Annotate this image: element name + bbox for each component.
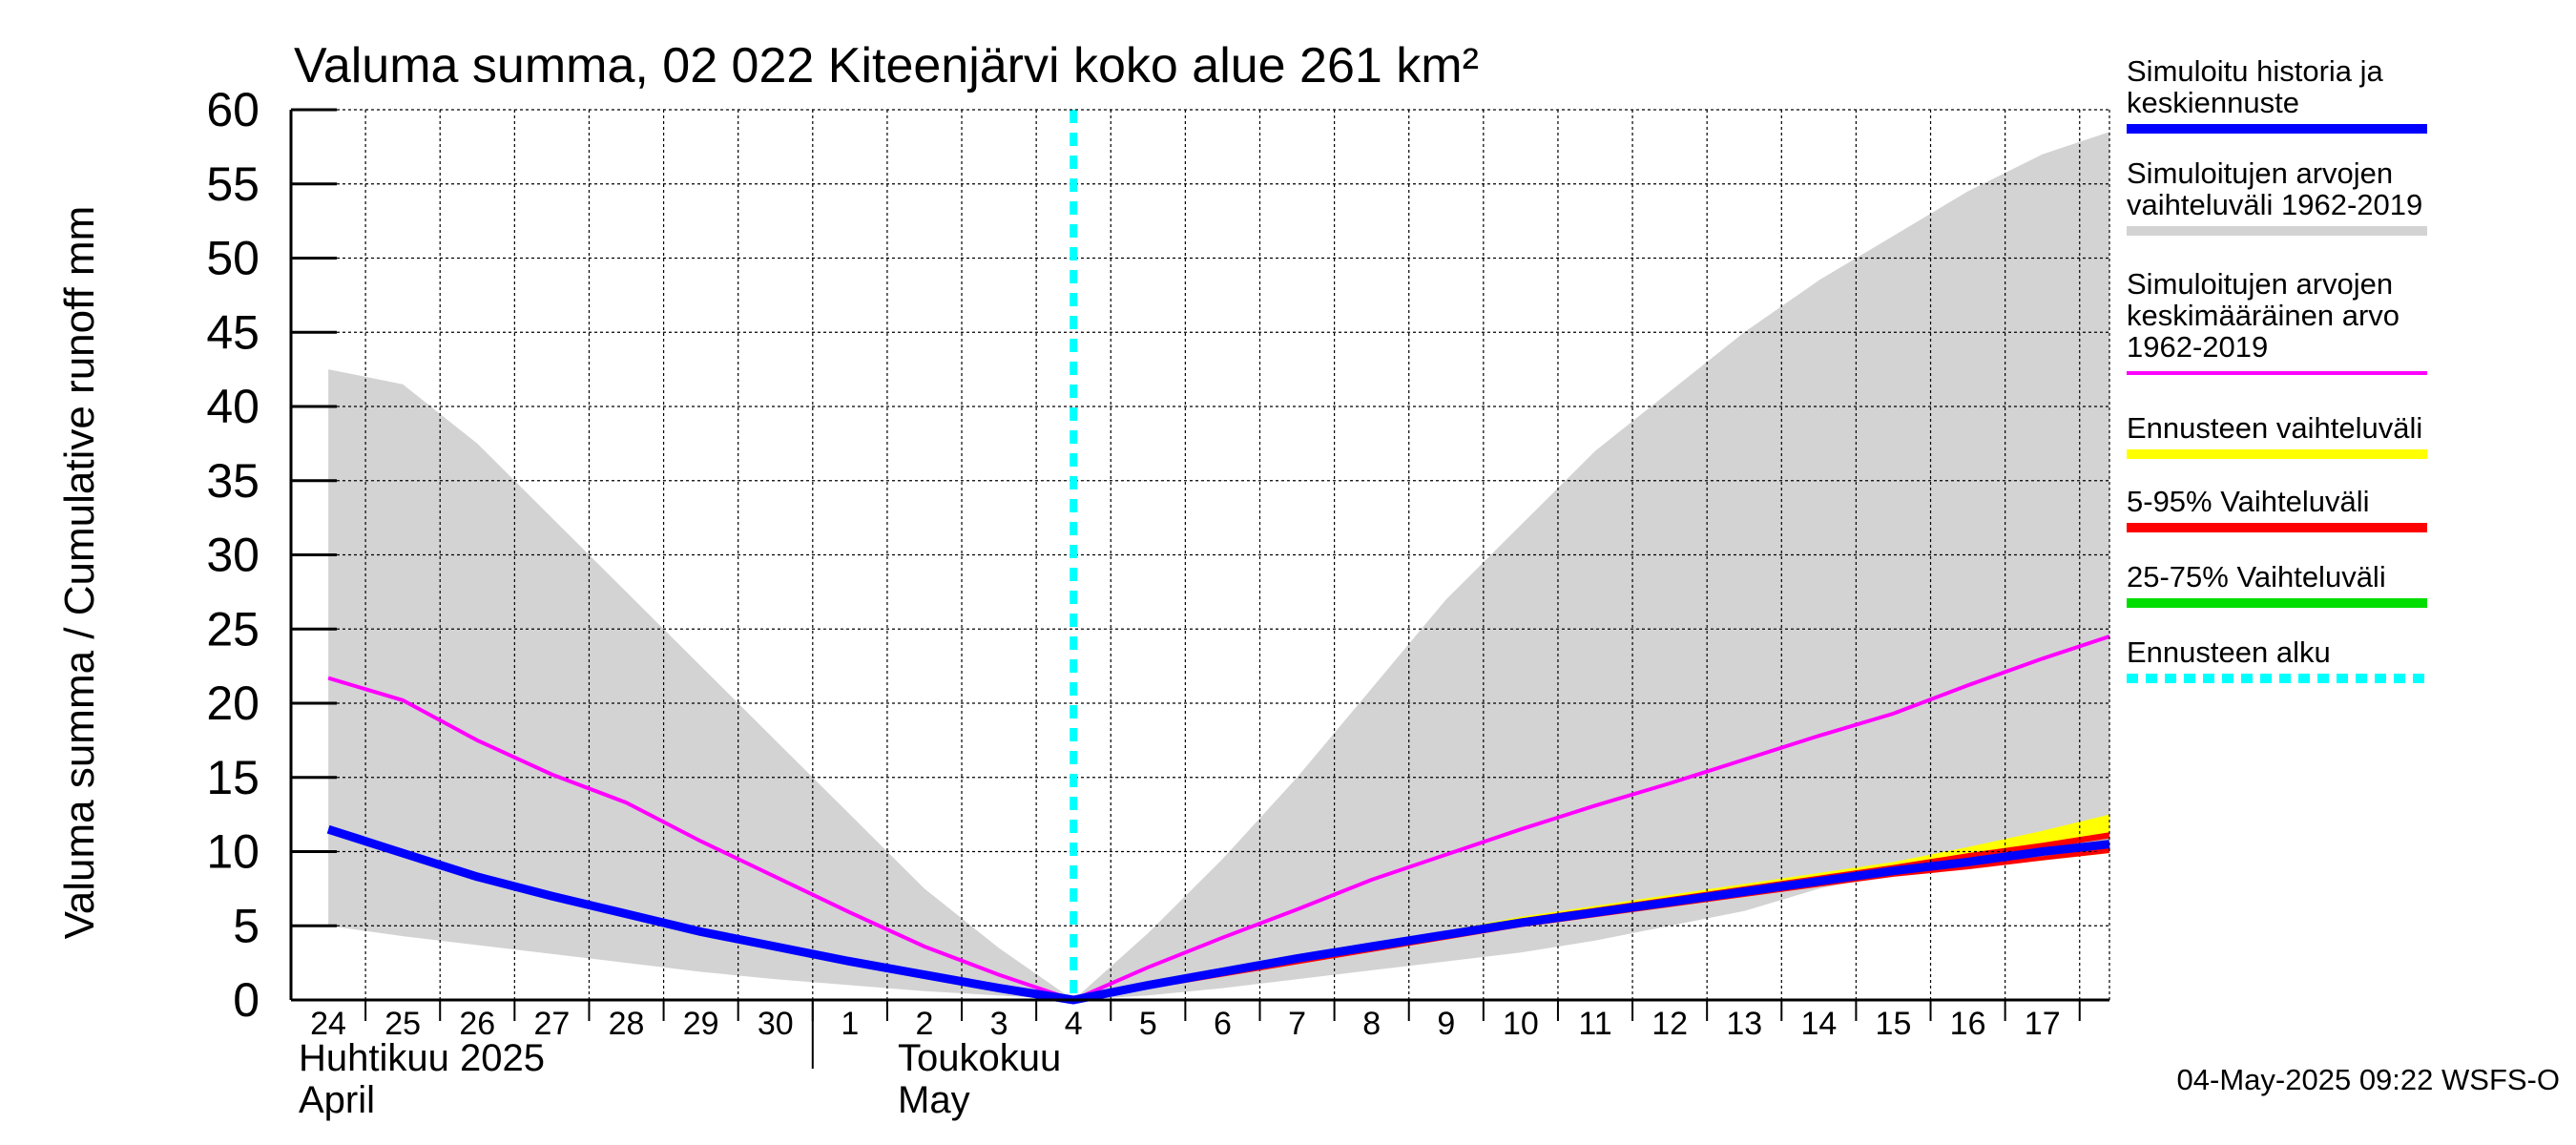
x-tick-label: 3 bbox=[990, 1006, 1008, 1042]
y-axis-label: Valuma summa / Cumulative runoff mm bbox=[56, 206, 103, 940]
legend-label: 25-75% Vaihteluväli bbox=[2127, 560, 2386, 593]
month-label-may-en: May bbox=[898, 1079, 970, 1121]
x-tick-label: 13 bbox=[1726, 1006, 1762, 1042]
x-tick-label: 15 bbox=[1876, 1006, 1912, 1042]
legend-label: Simuloitujen arvojen bbox=[2127, 267, 2393, 301]
y-tick-label: 60 bbox=[206, 83, 260, 136]
x-tick-label: 8 bbox=[1362, 1006, 1381, 1042]
y-tick-label: 20 bbox=[206, 677, 260, 730]
chart-title: Valuma summa, 02 022 Kiteenjärvi koko al… bbox=[294, 38, 1479, 94]
x-tick-label: 26 bbox=[459, 1006, 495, 1042]
y-tick-label: 0 bbox=[233, 973, 260, 1027]
legend-label: Simuloitujen arvojen bbox=[2127, 156, 2393, 190]
y-tick-label: 10 bbox=[206, 825, 260, 879]
y-tick-label: 15 bbox=[206, 751, 260, 804]
legend-label: vaihteluväli 1962-2019 bbox=[2127, 188, 2422, 221]
month-label-may: Toukokuu bbox=[898, 1037, 1061, 1079]
x-tick-label: 27 bbox=[533, 1006, 570, 1042]
y-tick-label: 35 bbox=[206, 454, 260, 508]
legend-item: 25-75% Vaihteluväli bbox=[2127, 560, 2427, 608]
x-tick-label: 11 bbox=[1578, 1006, 1611, 1042]
legend-label: keskimääräinen arvo bbox=[2127, 299, 2399, 332]
footer-timestamp: 04-May-2025 09:22 WSFS-O bbox=[2177, 1063, 2560, 1096]
month-label-april: Huhtikuu 2025 bbox=[299, 1037, 545, 1079]
legend-label: Ennusteen alku bbox=[2127, 635, 2331, 669]
y-tick-label: 45 bbox=[206, 305, 260, 359]
x-tick-label: 29 bbox=[683, 1006, 719, 1042]
legend-item: Ennusteen alku bbox=[2127, 635, 2427, 683]
month-label-april-en: April bbox=[299, 1079, 375, 1121]
legend: Simuloitu historia jakeskiennusteSimuloi… bbox=[2127, 54, 2427, 683]
x-tick-label: 4 bbox=[1065, 1006, 1083, 1042]
x-tick-label: 10 bbox=[1503, 1006, 1539, 1042]
x-tick-label: 6 bbox=[1214, 1006, 1232, 1042]
x-tick-label: 5 bbox=[1139, 1006, 1157, 1042]
x-tick-label: 14 bbox=[1800, 1006, 1837, 1042]
historical-range-area bbox=[328, 132, 2110, 1001]
x-tick-label: 16 bbox=[1950, 1006, 1986, 1042]
x-tick-label: 24 bbox=[310, 1006, 346, 1042]
mean-line bbox=[327, 635, 2110, 1003]
x-tick-label: 25 bbox=[384, 1006, 421, 1042]
legend-label: 5-95% Vaihteluväli bbox=[2127, 485, 2369, 518]
x-tick-label: 9 bbox=[1437, 1006, 1455, 1042]
y-tick-label: 40 bbox=[206, 380, 260, 433]
legend-label: Ennusteen vaihteluväli bbox=[2127, 411, 2422, 445]
x-tick-label: 1 bbox=[841, 1006, 859, 1042]
legend-item: 5-95% Vaihteluväli bbox=[2127, 485, 2427, 532]
y-tick-label: 50 bbox=[206, 232, 260, 285]
x-tick-label: 28 bbox=[609, 1006, 645, 1042]
x-tick-label: 2 bbox=[916, 1006, 934, 1042]
y-tick-label: 30 bbox=[206, 529, 260, 582]
x-tick-label: 12 bbox=[1652, 1006, 1688, 1042]
plot-lines bbox=[326, 110, 2110, 1005]
legend-label: 1962-2019 bbox=[2127, 330, 2268, 364]
y-tick-label: 25 bbox=[206, 602, 260, 656]
x-tick-label: 30 bbox=[758, 1006, 794, 1042]
x-tick-label: 17 bbox=[2025, 1006, 2061, 1042]
legend-label: Simuloitu historia ja bbox=[2127, 54, 2384, 88]
legend-label: keskiennuste bbox=[2127, 86, 2299, 119]
y-tick-label: 55 bbox=[206, 157, 260, 211]
simulated-line bbox=[326, 824, 2110, 1005]
y-tick-label: 5 bbox=[233, 899, 260, 952]
x-tick-label: 7 bbox=[1288, 1006, 1306, 1042]
legend-item: Ennusteen vaihteluväli bbox=[2127, 411, 2427, 459]
